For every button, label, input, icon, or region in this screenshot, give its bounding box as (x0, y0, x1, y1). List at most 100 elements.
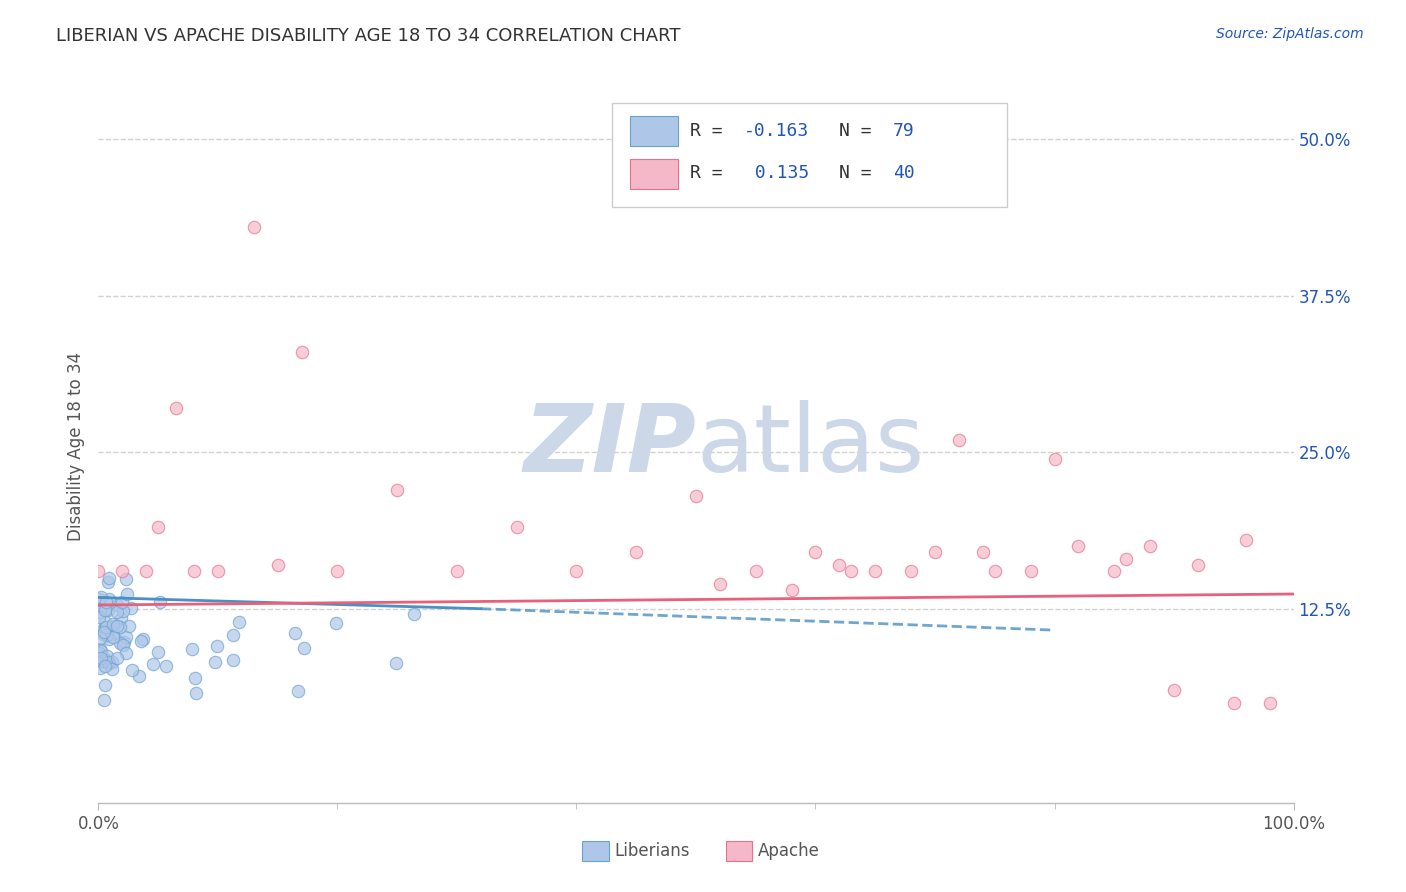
Point (148, 520, 170, 534)
Text: ZIP: ZIP (523, 400, 696, 492)
FancyBboxPatch shape (725, 841, 752, 862)
Point (90, 644, 112, 658)
Point (101, 616, 124, 631)
Point (183, 564, 205, 578)
Point (89, 661, 111, 675)
Point (142, 657, 165, 671)
Point (204, 656, 226, 670)
Point (385, 483, 409, 497)
Text: 79: 79 (893, 121, 915, 139)
Text: R =: R = (690, 121, 734, 139)
Point (186, 686, 208, 700)
Point (128, 669, 150, 683)
Point (291, 345, 314, 359)
Point (93, 621, 115, 635)
Point (972, 545, 994, 559)
Point (155, 659, 177, 673)
Point (1139, 539, 1161, 553)
Text: atlas: atlas (696, 400, 924, 492)
Point (841, 564, 863, 578)
Point (292, 641, 315, 656)
Point (984, 564, 1007, 578)
Point (90, 654, 112, 668)
Point (89, 642, 111, 657)
Point (1104, 564, 1126, 578)
FancyBboxPatch shape (630, 116, 678, 146)
Text: LIBERIAN VS APACHE DISABILITY AGE 18 TO 34 CORRELATION CHART: LIBERIAN VS APACHE DISABILITY AGE 18 TO … (56, 27, 681, 45)
Point (110, 635, 132, 649)
Point (1187, 558, 1209, 572)
Point (101, 630, 124, 644)
Point (97, 571, 120, 585)
Text: 40: 40 (893, 164, 915, 182)
Point (97, 575, 120, 590)
Point (97, 655, 120, 669)
Point (115, 630, 138, 644)
Point (384, 656, 406, 670)
Point (93, 693, 115, 707)
Point (565, 564, 588, 578)
Point (446, 564, 468, 578)
Point (98, 591, 121, 606)
Point (1234, 533, 1257, 547)
Point (129, 633, 152, 648)
Point (105, 605, 128, 619)
Point (112, 605, 135, 619)
Point (228, 615, 250, 629)
Text: Source: ZipAtlas.com: Source: ZipAtlas.com (1216, 27, 1364, 41)
Point (828, 558, 851, 572)
Point (90, 651, 112, 665)
Point (165, 401, 187, 416)
Point (94, 595, 117, 609)
Point (89, 646, 111, 660)
Text: -0.163: -0.163 (744, 121, 808, 139)
Point (93, 627, 115, 641)
Point (1043, 451, 1066, 466)
Point (101, 627, 124, 641)
Point (1258, 696, 1281, 710)
Point (94, 659, 117, 673)
Point (105, 598, 128, 612)
Point (745, 564, 768, 578)
Point (90, 654, 112, 668)
Point (110, 610, 132, 624)
Point (149, 595, 172, 609)
Point (184, 671, 207, 685)
Point (1019, 564, 1042, 578)
Point (325, 616, 347, 631)
Point (87, 610, 110, 624)
Point (1223, 696, 1246, 710)
Point (96, 649, 118, 664)
Point (146, 645, 169, 659)
Point (90, 624, 112, 639)
Point (98, 656, 121, 670)
FancyBboxPatch shape (630, 159, 678, 189)
Point (267, 558, 290, 572)
Point (97, 632, 120, 647)
Point (222, 628, 245, 642)
Point (180, 642, 202, 657)
Point (111, 595, 134, 609)
Text: 0.135: 0.135 (744, 164, 808, 182)
Point (685, 489, 707, 503)
Point (114, 646, 136, 660)
Point (94, 603, 117, 617)
Point (243, 219, 266, 234)
Point (114, 572, 136, 586)
Point (1115, 551, 1137, 566)
Point (97, 603, 120, 617)
Point (326, 564, 349, 578)
Text: N =: N = (839, 164, 883, 182)
Point (900, 564, 922, 578)
Point (94, 652, 117, 666)
Point (111, 564, 134, 578)
Point (94, 678, 117, 692)
Point (865, 564, 887, 578)
Text: Liberians: Liberians (614, 842, 690, 860)
Point (101, 662, 124, 676)
Point (96, 628, 118, 642)
Point (284, 626, 307, 640)
Point (207, 564, 229, 578)
Point (112, 638, 135, 652)
Point (101, 655, 124, 669)
